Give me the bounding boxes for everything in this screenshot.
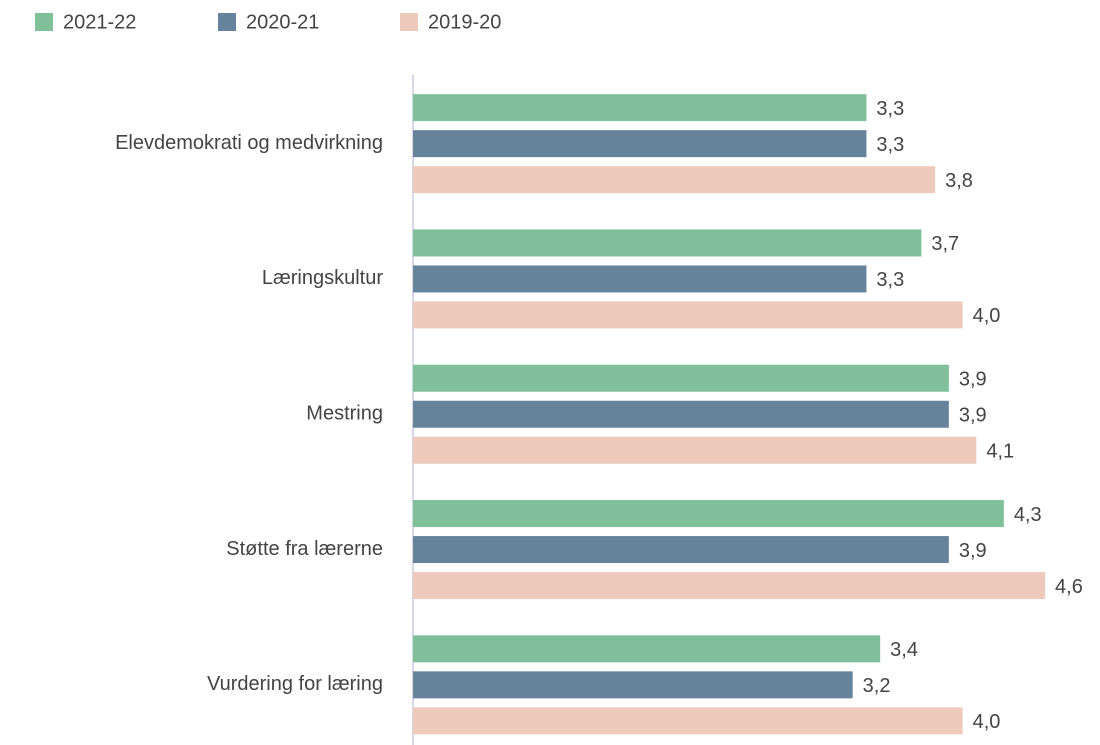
- bar: [413, 436, 977, 464]
- value-label: 3,9: [959, 540, 987, 562]
- legend-swatch: [218, 13, 236, 31]
- value-label: 4,0: [973, 305, 1001, 327]
- value-label: 4,0: [973, 711, 1001, 733]
- value-label: 3,3: [876, 269, 904, 291]
- value-label: 3,9: [959, 405, 987, 427]
- bar: [413, 130, 867, 158]
- legend-swatch: [400, 13, 418, 31]
- bar: [413, 635, 881, 663]
- legend-swatch: [35, 13, 53, 31]
- bar: [413, 301, 963, 329]
- legend-label: 2019-20: [428, 11, 501, 33]
- legend-label: 2021-22: [63, 11, 136, 33]
- y-tick-label: Mestring: [306, 403, 383, 425]
- bar: [413, 166, 936, 194]
- value-label: 4,1: [986, 441, 1014, 463]
- bar: [413, 94, 867, 122]
- value-label: 4,3: [1014, 504, 1042, 526]
- bar: [413, 500, 1004, 528]
- value-label: 3,3: [876, 98, 904, 120]
- y-tick-label: Støtte fra lærerne: [226, 538, 383, 560]
- bar: [413, 572, 1046, 600]
- value-label: 3,8: [945, 170, 973, 192]
- value-label: 3,9: [959, 369, 987, 391]
- bar: [413, 536, 949, 564]
- bar: [413, 364, 949, 392]
- y-tick-label: Læringskultur: [262, 267, 384, 289]
- value-label: 3,7: [931, 233, 959, 255]
- value-label: 4,6: [1055, 576, 1083, 598]
- value-label: 3,2: [863, 675, 891, 697]
- y-tick-label: Elevdemokrati og medvirkning: [115, 132, 383, 154]
- legend-label: 2020-21: [246, 11, 319, 33]
- bar: [413, 400, 949, 428]
- bar: [413, 671, 853, 699]
- bar: [413, 265, 867, 293]
- value-label: 3,3: [876, 134, 904, 156]
- bar: [413, 229, 922, 257]
- value-label: 3,4: [890, 639, 918, 661]
- bar: [413, 707, 963, 735]
- y-tick-label: Vurdering for læring: [207, 673, 383, 695]
